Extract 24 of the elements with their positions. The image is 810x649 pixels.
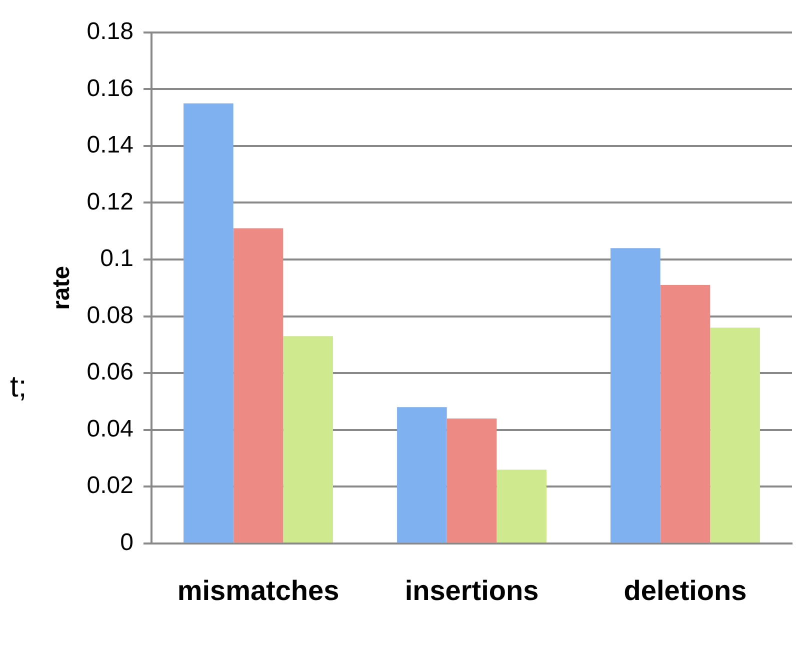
bar	[610, 248, 660, 542]
y-tick-label: 0.06	[86, 358, 134, 386]
bar	[446, 418, 497, 542]
x-tick-label: insertions	[404, 574, 539, 606]
y-tick-label: 0.18	[86, 18, 134, 46]
y-tick-label: 0.08	[86, 302, 134, 329]
bar	[660, 285, 710, 542]
bar	[184, 103, 234, 542]
y-tick-label: 0.04	[86, 415, 134, 442]
x-tick-label: mismatches	[177, 574, 340, 606]
bar	[283, 336, 333, 542]
y-tick-label: 0.16	[86, 74, 134, 102]
bar	[710, 328, 760, 542]
text: t;	[10, 370, 27, 404]
x-tick-label: deletions	[624, 574, 747, 606]
y-axis-title: rate	[48, 266, 76, 310]
y-tick-label: 0	[120, 529, 134, 556]
y-tick-label: 0.1	[100, 245, 134, 272]
y-tick-label: 0.12	[86, 188, 134, 216]
bar	[233, 228, 284, 542]
bar	[397, 407, 447, 542]
y-tick-label: 0.14	[86, 132, 134, 159]
y-tick-label: 0.02	[86, 472, 134, 500]
bar	[496, 470, 546, 542]
